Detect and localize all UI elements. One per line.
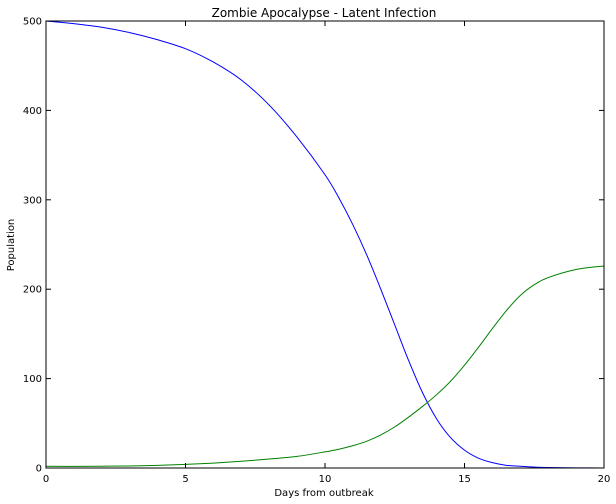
x-tick-label: 0 [43,474,49,485]
series-line-1 [45,20,605,469]
x-tick-label: 15 [458,474,471,485]
x-tick-label: 5 [182,474,188,485]
series-layer [45,20,605,469]
series-line-2 [45,265,605,467]
y-tick-label: 500 [23,17,42,28]
y-tick-label: 100 [23,374,42,385]
x-axis-label: Days from outbreak [274,488,373,499]
y-tick-label: 400 [23,106,42,117]
x-tick-label: 10 [319,474,332,485]
y-tick-label: 0 [36,464,42,475]
plot-frame [45,20,605,469]
x-tick-label: 20 [598,474,611,485]
chart-title: Zombie Apocalypse - Latent Infection [212,6,437,20]
y-axis-label: Population [6,219,17,272]
y-tick-label: 300 [23,195,42,206]
y-tick-label: 200 [23,285,42,296]
